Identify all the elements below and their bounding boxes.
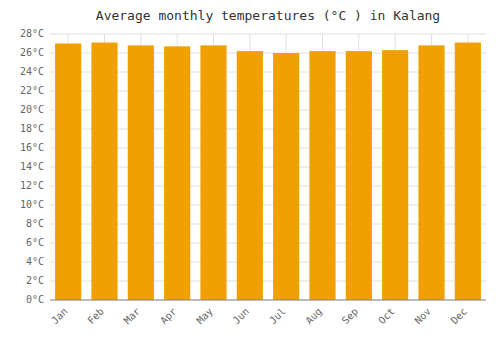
bar — [455, 43, 481, 300]
bar — [55, 44, 81, 301]
y-grid-line — [50, 34, 486, 35]
y-tick-label: 18°C — [20, 123, 44, 134]
bar — [164, 46, 190, 300]
y-tick-label: 6°C — [26, 237, 44, 248]
y-tick-label: 4°C — [26, 256, 44, 267]
bar — [273, 53, 299, 300]
grid — [50, 34, 486, 300]
y-tick-label: 16°C — [20, 142, 44, 153]
bar — [382, 50, 408, 300]
y-tick-label: 12°C — [20, 180, 44, 191]
bar — [418, 45, 444, 300]
bar — [346, 51, 372, 300]
x-tick-label: Feb — [85, 306, 106, 327]
bar — [309, 51, 335, 300]
bar — [200, 45, 226, 300]
x-tick-label: Jan — [49, 306, 70, 327]
y-tick-label: 8°C — [26, 218, 44, 229]
x-tick-label: Nov — [412, 306, 433, 327]
bar — [237, 51, 263, 300]
y-tick-label: 24°C — [20, 66, 44, 77]
x-tick-label: Aug — [303, 306, 324, 327]
x-axis-line — [50, 300, 486, 301]
bars — [55, 43, 481, 300]
chart-container: 0°C 2°C 4°C 6°C 8°C 10°C 12°C 14°C 16°C 18°C 20°C 2… — [0, 0, 500, 350]
chart: 0°C 2°C 4°C 6°C 8°C 10°C 12°C 14°C 16°C 18°C 20°C 2… — [0, 0, 500, 350]
y-tick-label: 14°C — [20, 161, 44, 172]
y-axis: 0°C 2°C 4°C 6°C 8°C 10°C 12°C 14°C 16°C 18°C 20°C 2… — [20, 28, 44, 305]
y-tick-label: 20°C — [20, 104, 44, 115]
y-tick-label: 26°C — [20, 47, 44, 58]
x-tick-label: Jun — [231, 306, 252, 327]
x-tick-label: Sep — [340, 306, 361, 327]
x-tick-label: Oct — [376, 306, 397, 327]
y-tick-label: 10°C — [20, 199, 44, 210]
y-tick-label: 0°C — [26, 294, 44, 305]
title: Average monthly temperatures (°C ) in Ka… — [96, 8, 440, 23]
y-tick-label: 22°C — [20, 85, 44, 96]
y-grid-line — [50, 300, 486, 301]
x-tick-label: Jul — [267, 306, 288, 327]
y-tick-label: 28°C — [20, 28, 44, 39]
x-tick-label: Mar — [122, 306, 143, 327]
y-tick-label: 2°C — [26, 275, 44, 286]
x-axis: Jan Feb Mar Apr May Jun Jul Aug Sep Oct Nov Dec — [49, 306, 469, 327]
x-tick-label: May — [194, 306, 215, 327]
x-tick-label: Dec — [449, 306, 470, 327]
x-tick-label: Apr — [158, 306, 179, 327]
bar — [91, 43, 117, 300]
bar — [128, 45, 154, 300]
